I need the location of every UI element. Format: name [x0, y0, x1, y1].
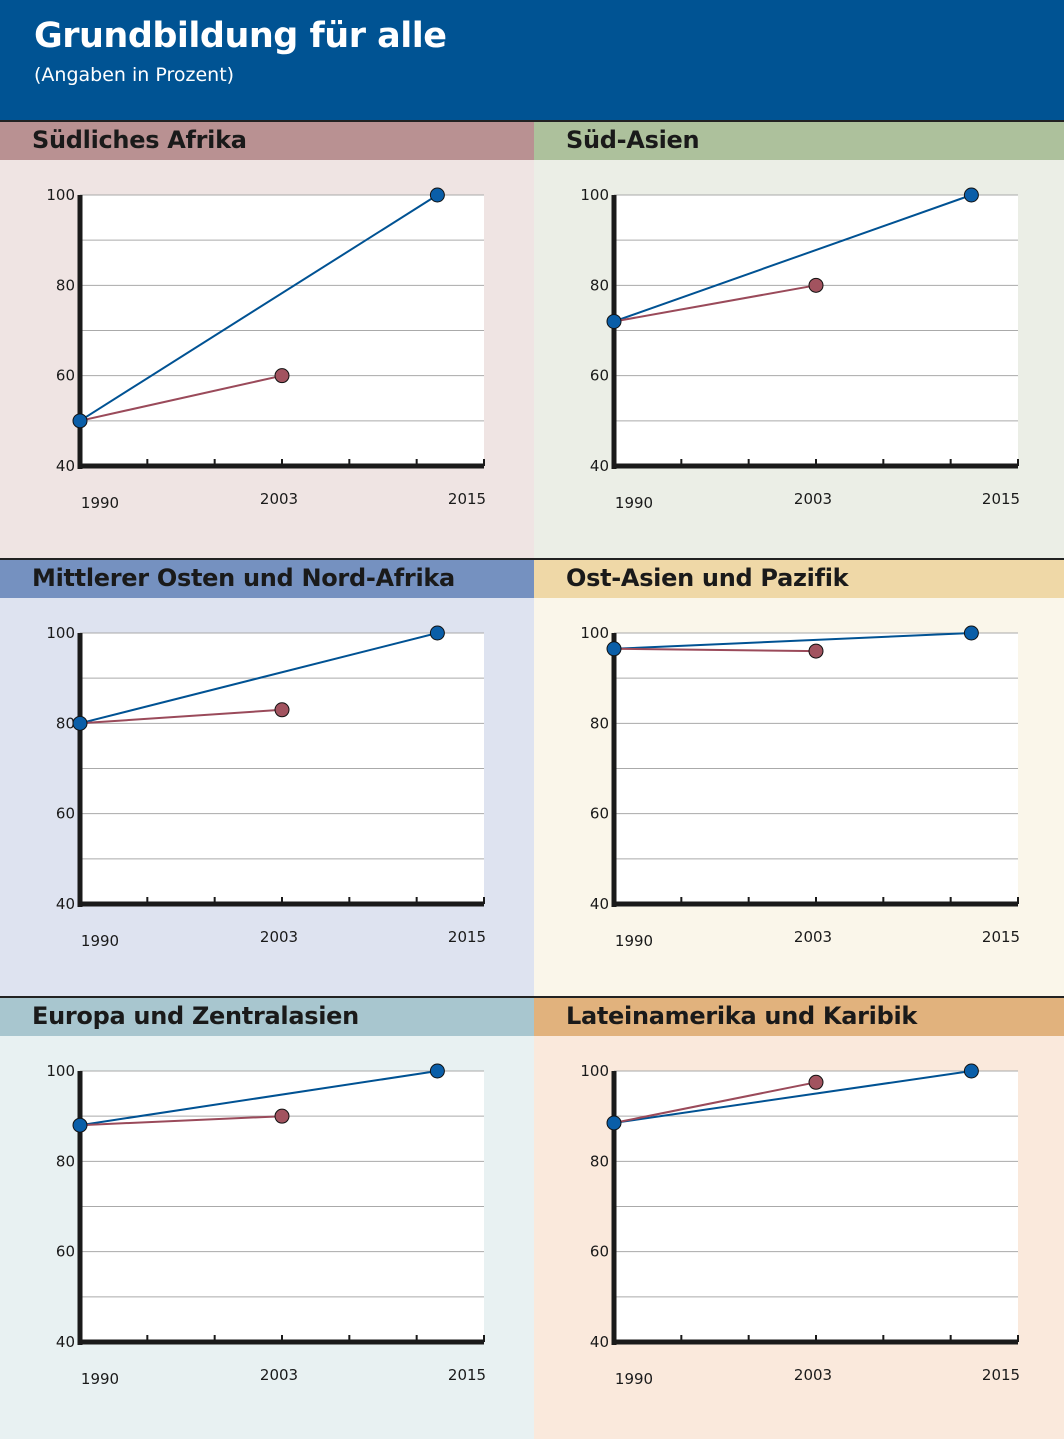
target-series-line: [613, 194, 972, 323]
actual-data-point: [274, 1108, 290, 1124]
chart-title: Mittlerer Osten und Nord-Afrika: [32, 564, 455, 592]
x-tick-label: 2003: [794, 490, 832, 508]
actual-data-point: [808, 277, 824, 293]
actual-data-point: [274, 368, 290, 384]
chart-title: Ost-Asien und Pazifik: [566, 564, 849, 592]
x-tick-label: 2015: [448, 490, 486, 508]
target-data-point: [963, 1063, 979, 1079]
actual-data-point: [274, 702, 290, 718]
line-chart: 40 60 80 100 1990 2003 2015: [580, 624, 1020, 950]
target-series-line: [613, 632, 972, 650]
x-tick-label: 2003: [260, 490, 298, 508]
line-chart: 40 60 80 100 1990 2003 2015: [46, 624, 486, 950]
line-chart: 40 60 80 100 1990 2003 2015: [46, 186, 486, 512]
chart-panel-sued-asien: Süd-Asien 40 60 80 100 1990 2003 2015: [534, 120, 1064, 558]
x-tick-label: 2003: [260, 928, 298, 946]
target-series-line: [79, 632, 438, 725]
y-tick-label: 60: [56, 367, 75, 385]
target-data-point: [429, 1063, 445, 1079]
chart-title: Südliches Afrika: [32, 126, 247, 154]
actual-series-line: [613, 647, 817, 653]
target-series-line: [79, 1070, 438, 1127]
target-series-line: [79, 194, 438, 422]
target-series-line: [613, 1070, 972, 1124]
page-title: Grundbildung für alle: [34, 16, 447, 56]
header-banner: Grundbildung für alle (Angaben in Prozen…: [0, 0, 1064, 120]
x-tick-label: 2015: [448, 928, 486, 946]
chart-title-bar: Lateinamerika und Karibik: [534, 996, 1064, 1036]
y-tick-label: 80: [56, 1152, 75, 1170]
chart-title-bar: Mittlerer Osten und Nord-Afrika: [0, 558, 534, 598]
chart-title: Süd-Asien: [566, 126, 700, 154]
y-tick-label: 60: [590, 805, 609, 823]
chart-title-bar: Ost-Asien und Pazifik: [534, 558, 1064, 598]
x-tick-label: 2015: [982, 490, 1020, 508]
x-tick-label: 1990: [615, 932, 653, 950]
target-data-point: [429, 187, 445, 203]
y-tick-label: 100: [580, 624, 609, 642]
y-tick-label: 80: [590, 714, 609, 732]
y-tick-label: 60: [590, 367, 609, 385]
chart-title-bar: Europa und Zentralasien: [0, 996, 534, 1036]
x-tick-label: 1990: [615, 1370, 653, 1388]
y-tick-label: 80: [56, 276, 75, 294]
target-data-point: [72, 715, 88, 731]
page-subtitle: (Angaben in Prozent): [34, 64, 235, 86]
y-tick-label: 40: [590, 457, 609, 475]
target-data-point: [963, 187, 979, 203]
target-data-point: [606, 641, 622, 657]
x-tick-label: 2015: [982, 928, 1020, 946]
chart-panel-lateinamerika-und-karibik: Lateinamerika und Karibik 40 60 80 100 1990 20…: [534, 996, 1064, 1439]
chart-panel-europa-und-zentralasien: Europa und Zentralasien 40 60 80 100 1990 2003…: [0, 996, 534, 1439]
actual-series-line: [613, 1081, 817, 1124]
line-chart: 40 60 80 100 1990 2003 2015: [580, 1062, 1020, 1388]
target-data-point: [429, 625, 445, 641]
y-tick-label: 60: [56, 1243, 75, 1261]
line-chart: 40 60 80 100 1990 2003 2015: [46, 1062, 486, 1388]
chart-title: Europa und Zentralasien: [32, 1002, 359, 1030]
actual-series-line: [79, 708, 283, 725]
chart-panel-suedliches-afrika: Südliches Afrika 40 60 80 100 1990 2003 2015: [0, 120, 534, 558]
x-tick-label: 1990: [81, 494, 119, 512]
y-tick-label: 60: [56, 805, 75, 823]
y-tick-label: 40: [590, 895, 609, 913]
actual-data-point: [808, 643, 824, 659]
y-tick-label: 100: [46, 624, 75, 642]
chart-title-bar: Südliches Afrika: [0, 120, 534, 160]
y-tick-label: 40: [56, 895, 75, 913]
target-data-point: [963, 625, 979, 641]
y-tick-label: 40: [590, 1333, 609, 1351]
chart-panel-ost-asien-und-pazifik: Ost-Asien und Pazifik 40 60 80 100 1990 2003 20…: [534, 558, 1064, 996]
actual-data-point: [808, 1074, 824, 1090]
target-data-point: [606, 1115, 622, 1131]
x-tick-label: 2003: [794, 928, 832, 946]
x-tick-label: 1990: [615, 494, 653, 512]
target-data-point: [72, 1117, 88, 1133]
y-tick-label: 40: [56, 1333, 75, 1351]
y-tick-label: 100: [580, 1062, 609, 1080]
y-tick-label: 40: [56, 457, 75, 475]
actual-series-line: [79, 374, 283, 422]
y-tick-label: 80: [56, 714, 75, 732]
actual-series-line: [613, 284, 817, 323]
y-tick-label: 100: [580, 186, 609, 204]
chart-panel-mittlerer-osten-und-nord-afrika: Mittlerer Osten und Nord-Afrika 40 60 80 100…: [0, 558, 534, 996]
target-data-point: [606, 313, 622, 329]
y-tick-label: 80: [590, 1152, 609, 1170]
chart-title-bar: Süd-Asien: [534, 120, 1064, 160]
target-data-point: [72, 413, 88, 429]
y-tick-label: 100: [46, 186, 75, 204]
y-tick-label: 60: [590, 1243, 609, 1261]
y-tick-label: 80: [590, 276, 609, 294]
x-tick-label: 2003: [794, 1366, 832, 1384]
x-tick-label: 2003: [260, 1366, 298, 1384]
x-tick-label: 2015: [448, 1366, 486, 1384]
line-chart: 40 60 80 100 1990 2003 2015: [580, 186, 1020, 512]
y-tick-label: 100: [46, 1062, 75, 1080]
x-tick-label: 1990: [81, 1370, 119, 1388]
x-tick-label: 1990: [81, 932, 119, 950]
chart-title: Lateinamerika und Karibik: [566, 1002, 918, 1030]
actual-series-line: [79, 1115, 283, 1127]
x-tick-label: 2015: [982, 1366, 1020, 1384]
